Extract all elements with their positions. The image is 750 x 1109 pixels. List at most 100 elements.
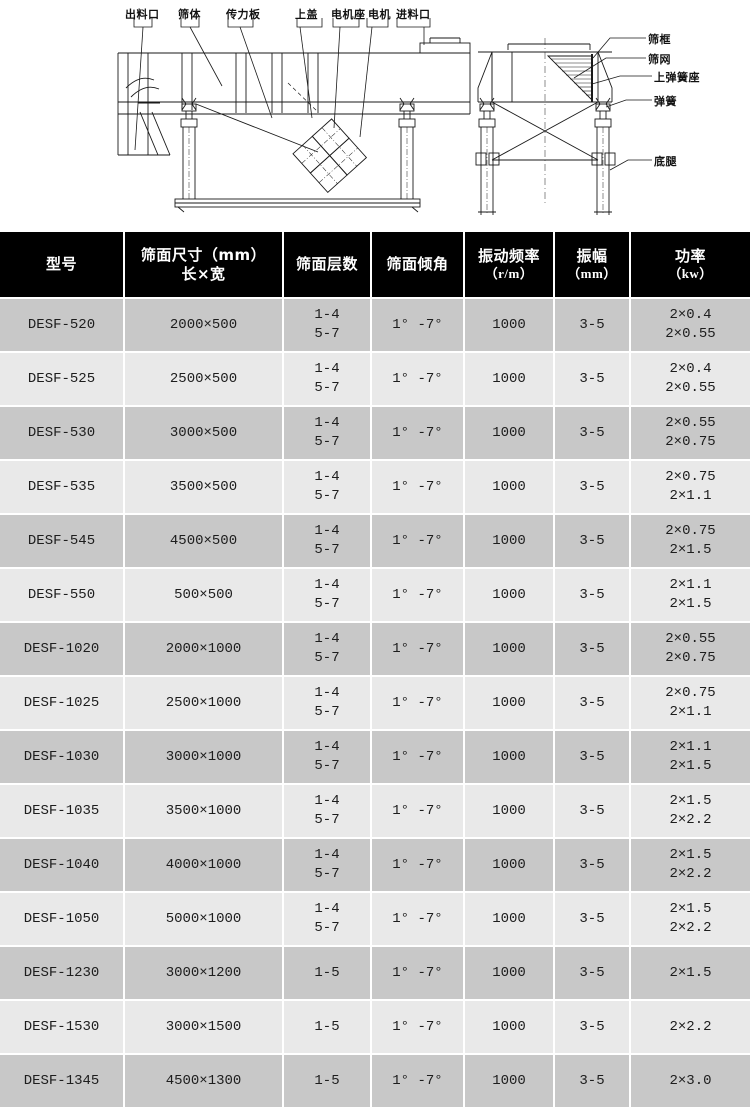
table-row: DESF-530 3000×500 1-4 5-7 1° -7° 1000 3-5 2×0.5… — [0, 406, 750, 461]
cell-size: 2000×500 — [124, 298, 284, 353]
cell-power: 2×0.55 2×0.75 — [630, 406, 750, 461]
cell-layers-line: 1-4 — [314, 847, 340, 864]
cell-layers-line: 1-4 — [314, 631, 340, 648]
cell-power-line: 2×1.5 — [669, 542, 712, 558]
cell-power-line: 2×1.5 — [669, 793, 712, 810]
column-header-power-label: 功率 — [674, 247, 706, 265]
cell-power: 2×0.75 2×1.1 — [630, 676, 750, 731]
column-header-angle: 筛面倾角 — [371, 232, 465, 299]
cell-angle: 1° -7° — [371, 892, 465, 947]
cell-layers-line: 5-7 — [314, 650, 340, 666]
cell-layers-line: 1-4 — [314, 739, 340, 756]
cell-angle: 1° -7° — [371, 1000, 465, 1055]
cell-model: DESF-1230 — [0, 946, 125, 1001]
diagram-label-motor: 电机 — [368, 8, 391, 21]
cell-size: 4000×1000 — [124, 838, 284, 893]
cell-model: DESF-1025 — [0, 676, 125, 731]
column-header-amplitude-unit: （mm） — [567, 265, 617, 281]
cell-angle: 1° -7° — [371, 784, 465, 839]
cell-amplitude: 3-5 — [554, 892, 631, 947]
diagram-label-force-transfer-plate: 传力板 — [226, 8, 261, 21]
cell-power-line: 2×0.75 — [665, 685, 716, 702]
column-header-model: 型号 — [0, 232, 125, 299]
cell-layers-line: 1-4 — [314, 415, 340, 432]
table-row: DESF-550 500×500 1-4 5-7 1° -7° 1000 3-5 2×1.1 2… — [0, 568, 750, 623]
cell-layers-line: 5-7 — [314, 704, 340, 720]
cell-layers: 1-4 5-7 — [283, 784, 372, 839]
cell-frequency: 1000 — [464, 568, 555, 623]
cell-power-line: 2×1.1 — [669, 488, 712, 504]
cell-power: 2×1.5 2×2.2 — [630, 892, 750, 947]
table-row: DESF-1035 3500×1000 1-4 5-7 1° -7° 1000 3-5 2×1… — [0, 784, 750, 839]
cell-power: 2×1.5 — [630, 946, 750, 1001]
cell-layers: 1-4 5-7 — [283, 676, 372, 731]
cell-layers-line: 5-7 — [314, 812, 340, 828]
cell-power-line: 2×0.4 — [669, 307, 712, 324]
cell-layers-line: 5-7 — [314, 488, 340, 504]
diagram-label-spring: 弹簧 — [654, 95, 677, 108]
cell-power: 2×2.2 — [630, 1000, 750, 1055]
cell-power-line: 2×0.55 — [665, 380, 716, 396]
cell-power: 2×1.5 2×2.2 — [630, 784, 750, 839]
cell-angle: 1° -7° — [371, 406, 465, 461]
cell-layers-line: 1-4 — [314, 577, 340, 594]
cell-layers-line: 1-4 — [314, 685, 340, 702]
table-row: DESF-1345 4500×1300 1-5 1° -7° 1000 3-5 2×3.0 — [0, 1054, 750, 1109]
cell-frequency: 1000 — [464, 730, 555, 785]
table-row: DESF-1040 4000×1000 1-4 5-7 1° -7° 1000 3-5 2×1… — [0, 838, 750, 893]
cell-amplitude: 3-5 — [554, 838, 631, 893]
table-header-row: 型号 筛面尺寸（mm） 长×宽 筛面层数 筛面倾角 振动频率 （r/m） 振幅 — [0, 232, 750, 299]
cell-frequency: 1000 — [464, 406, 555, 461]
cell-amplitude: 3-5 — [554, 676, 631, 731]
cell-amplitude: 3-5 — [554, 352, 631, 407]
table-row: DESF-1530 3000×1500 1-5 1° -7° 1000 3-5 2×2.2 — [0, 1000, 750, 1055]
cell-power: 2×0.4 2×0.55 — [630, 352, 750, 407]
cell-amplitude: 3-5 — [554, 406, 631, 461]
diagram-label-feed-inlet: 进料口 — [396, 8, 431, 21]
column-header-amplitude-label: 振幅 — [576, 247, 608, 265]
diagram-label-bottom-leg: 底腿 — [654, 155, 677, 168]
cell-frequency: 1000 — [464, 298, 555, 353]
cell-layers-line: 1-5 — [314, 1018, 340, 1035]
cell-power-line: 2×1.1 — [669, 739, 712, 756]
cell-size: 2000×1000 — [124, 622, 284, 677]
spec-table-container: 型号 筛面尺寸（mm） 长×宽 筛面层数 筛面倾角 振动频率 （r/m） 振幅 — [0, 232, 750, 1109]
cell-layers: 1-5 — [283, 1054, 372, 1109]
table-body: DESF-520 2000×500 1-4 5-7 1° -7° 1000 3-5 2×0.4… — [0, 298, 750, 1109]
cell-power-line: 2×1.5 — [669, 758, 712, 774]
cell-size: 3500×500 — [124, 460, 284, 515]
diagram-svg — [117, 18, 652, 215]
diagram-label-top-cover: 上盖 — [295, 8, 318, 21]
table-header: 型号 筛面尺寸（mm） 长×宽 筛面层数 筛面倾角 振动频率 （r/m） 振幅 — [0, 232, 750, 299]
cell-frequency: 1000 — [464, 784, 555, 839]
cell-angle: 1° -7° — [371, 730, 465, 785]
table-row: DESF-1025 2500×1000 1-4 5-7 1° -7° 1000 3-5 2×0… — [0, 676, 750, 731]
cell-power-line: 2×2.2 — [669, 812, 712, 828]
cell-model: DESF-545 — [0, 514, 125, 569]
cell-amplitude: 3-5 — [554, 784, 631, 839]
cell-angle: 1° -7° — [371, 568, 465, 623]
cell-power-line: 2×0.55 — [665, 326, 716, 342]
diagram-label-upper-spring-seat: 上弹簧座 — [654, 71, 700, 84]
cell-model: DESF-525 — [0, 352, 125, 407]
cell-size: 3000×1000 — [124, 730, 284, 785]
cell-power: 2×0.75 2×1.5 — [630, 514, 750, 569]
diagram-label-motor-base: 电机座 — [331, 8, 366, 21]
cell-layers: 1-4 5-7 — [283, 838, 372, 893]
column-header-frequency-unit: （r/m） — [484, 265, 534, 281]
cell-power-line: 2×0.55 — [665, 631, 716, 648]
cell-power: 2×1.5 2×2.2 — [630, 838, 750, 893]
cell-size: 3500×1000 — [124, 784, 284, 839]
cell-size: 2500×500 — [124, 352, 284, 407]
column-header-model-label: 型号 — [45, 255, 77, 274]
cell-layers: 1-4 5-7 — [283, 730, 372, 785]
cell-layers-line: 5-7 — [314, 380, 340, 396]
cell-layers: 1-4 5-7 — [283, 514, 372, 569]
cell-size: 3000×500 — [124, 406, 284, 461]
cell-size: 2500×1000 — [124, 676, 284, 731]
cell-power: 2×1.1 2×1.5 — [630, 568, 750, 623]
cell-frequency: 1000 — [464, 1054, 555, 1109]
cell-amplitude: 3-5 — [554, 730, 631, 785]
cell-frequency: 1000 — [464, 622, 555, 677]
cell-power-line: 2×0.75 — [665, 434, 716, 450]
